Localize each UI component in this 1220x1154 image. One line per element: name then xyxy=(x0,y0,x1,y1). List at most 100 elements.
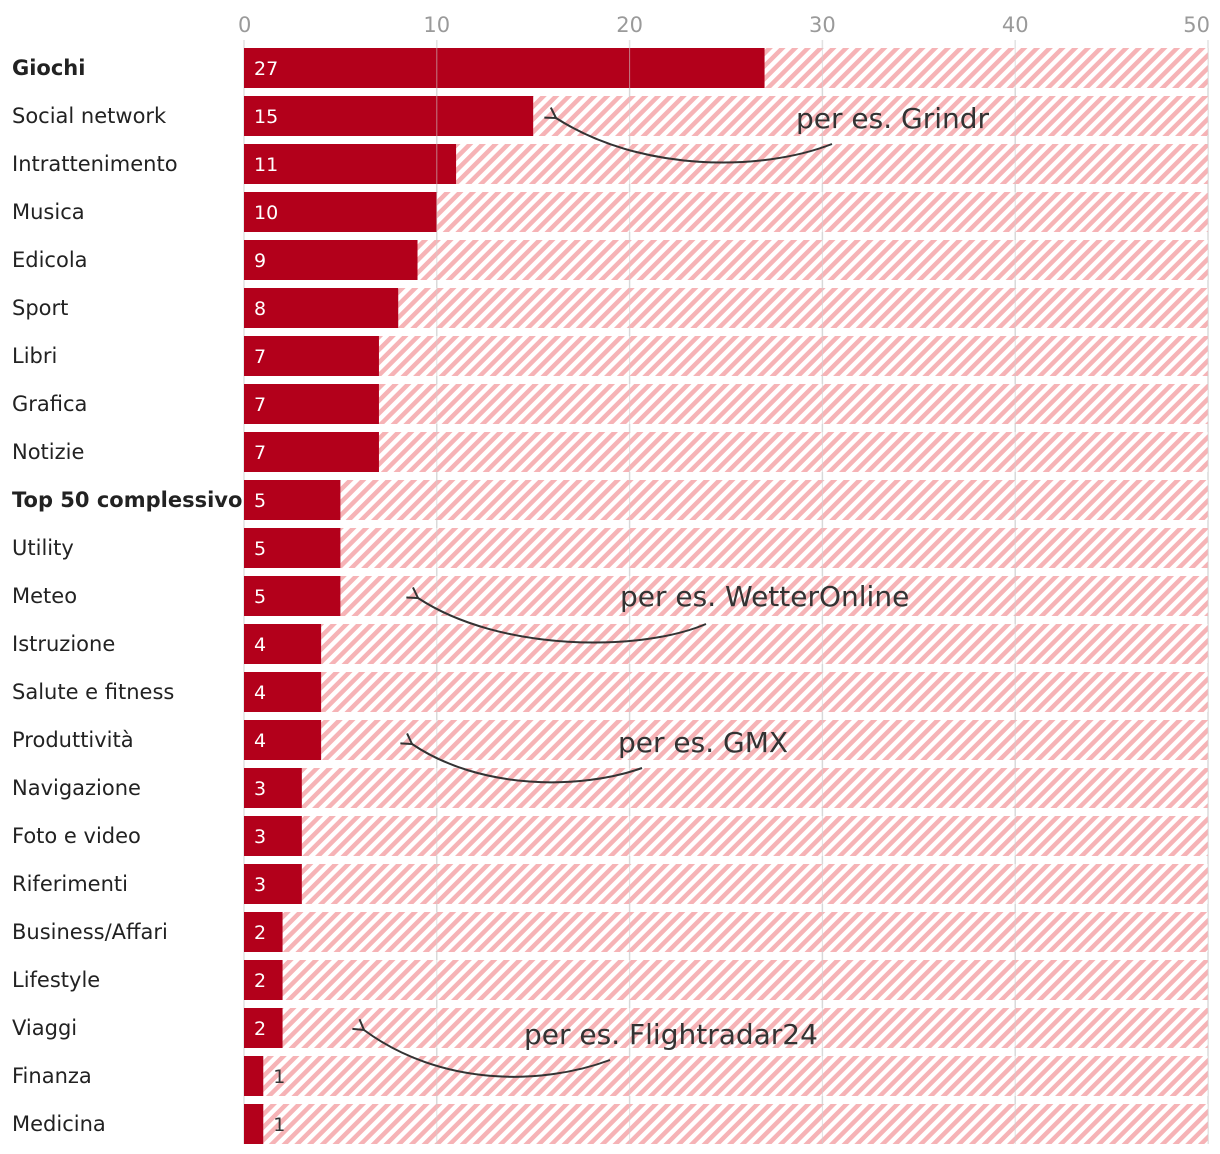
bar xyxy=(244,48,765,88)
category-label: Finanza xyxy=(12,1064,92,1088)
annotation-arrow xyxy=(400,733,643,784)
bar xyxy=(244,624,322,664)
annotations: per es. Grindr per es. WetterOnline per es… xyxy=(352,102,990,1078)
bar xyxy=(244,672,322,712)
annotation-text: per es. Grindr xyxy=(796,102,990,135)
category-label: Grafica xyxy=(12,392,87,416)
bar-remainder xyxy=(301,864,1209,904)
bar xyxy=(244,816,302,856)
bar-value-label: 8 xyxy=(254,298,266,320)
grid-lines-front xyxy=(436,48,1209,1144)
annotation-arrow xyxy=(352,1018,611,1078)
x-axis-ticks: 0 10 20 30 40 50 xyxy=(238,13,1210,37)
annotation-text: per es. GMX xyxy=(618,726,788,759)
bar-value-label: 3 xyxy=(254,778,266,800)
category-label: Lifestyle xyxy=(12,968,100,992)
bar xyxy=(244,960,283,1000)
bar xyxy=(244,384,379,424)
category-label: Foto e video xyxy=(12,824,141,848)
category-label: Top 50 complessivo xyxy=(12,488,242,512)
bar xyxy=(244,1104,264,1144)
bar xyxy=(244,240,418,280)
bar-remainder xyxy=(340,480,1208,520)
bar-remainder xyxy=(340,528,1208,568)
bar xyxy=(244,528,341,568)
bar-value-label: 11 xyxy=(254,154,278,176)
bar-remainder xyxy=(301,768,1209,808)
bar-value-label: 2 xyxy=(254,970,266,992)
bar-value-label: 27 xyxy=(254,58,278,80)
category-label: Edicola xyxy=(12,248,88,272)
bar xyxy=(244,480,341,520)
category-label: Viaggi xyxy=(12,1016,77,1040)
bar xyxy=(244,768,302,808)
bar-remainder xyxy=(263,1104,1208,1144)
bar xyxy=(244,1056,264,1096)
category-label: Musica xyxy=(12,200,85,224)
bar-value-label: 7 xyxy=(254,394,266,416)
bar-value-label: 4 xyxy=(254,634,266,656)
bar-value-label: 4 xyxy=(254,682,266,704)
bar-remainder xyxy=(456,144,1209,184)
bar-remainder xyxy=(282,912,1208,952)
tick-label-10: 10 xyxy=(423,13,450,37)
bar-remainder xyxy=(321,672,1208,712)
bar xyxy=(244,288,399,328)
bar-remainder xyxy=(378,432,1209,472)
bar-value-label: 5 xyxy=(254,490,266,512)
tick-label-50: 50 xyxy=(1183,13,1210,37)
annotation-text: per es. WetterOnline xyxy=(620,580,909,613)
bar-remainder xyxy=(282,960,1208,1000)
category-label: Meteo xyxy=(12,584,77,608)
bar-remainder xyxy=(340,576,1208,616)
bar-value-label: 5 xyxy=(254,538,266,560)
bar xyxy=(244,864,302,904)
annotation-arrow xyxy=(544,107,833,164)
tick-label-20: 20 xyxy=(616,13,643,37)
bar-remainder xyxy=(533,96,1208,136)
bar-remainder xyxy=(378,336,1209,376)
annotation-text: per es. Flightradar24 xyxy=(524,1018,818,1051)
bar xyxy=(244,192,437,232)
bar xyxy=(244,576,341,616)
bar-value-label: 5 xyxy=(254,586,266,608)
bar-remainder xyxy=(321,720,1208,760)
category-labels: Giochi Social network Intrattenimento Music… xyxy=(12,56,242,1136)
bar-remainder xyxy=(321,624,1208,664)
bar-value-label: 2 xyxy=(254,922,266,944)
category-label: Utility xyxy=(12,536,74,560)
category-label: Libri xyxy=(12,344,57,368)
bar-value-label: 4 xyxy=(254,730,266,752)
category-label: Intrattenimento xyxy=(12,152,178,176)
bar-remainder xyxy=(764,48,1208,88)
bar-remainder xyxy=(263,1056,1208,1096)
bar xyxy=(244,1008,283,1048)
category-label: Sport xyxy=(12,296,68,320)
bar xyxy=(244,336,379,376)
bar-remainder xyxy=(301,816,1209,856)
bar-remainder xyxy=(417,240,1208,280)
category-label: Riferimenti xyxy=(12,872,128,896)
bar-remainder xyxy=(378,384,1209,424)
bar xyxy=(244,720,322,760)
category-label: Istruzione xyxy=(12,632,115,656)
bar-value-label: 10 xyxy=(254,202,278,224)
bar-value-label: 3 xyxy=(254,874,266,896)
category-label: Notizie xyxy=(12,440,84,464)
bar-value-label: 7 xyxy=(254,346,266,368)
bar-value-label: 1 xyxy=(273,1066,285,1088)
tick-label-30: 30 xyxy=(809,13,836,37)
bar-value-label: 15 xyxy=(254,106,278,128)
category-label: Giochi xyxy=(12,56,85,80)
bar-value-label: 7 xyxy=(254,442,266,464)
bar-value-label: 3 xyxy=(254,826,266,848)
bar xyxy=(244,432,379,472)
tick-label-0: 0 xyxy=(238,13,251,37)
bar-value-label: 1 xyxy=(273,1114,285,1136)
bar xyxy=(244,96,534,136)
bar-value-label: 2 xyxy=(254,1018,266,1040)
category-label: Produttività xyxy=(12,728,134,752)
tick-label-40: 40 xyxy=(1002,13,1029,37)
category-label: Business/Affari xyxy=(12,920,168,944)
